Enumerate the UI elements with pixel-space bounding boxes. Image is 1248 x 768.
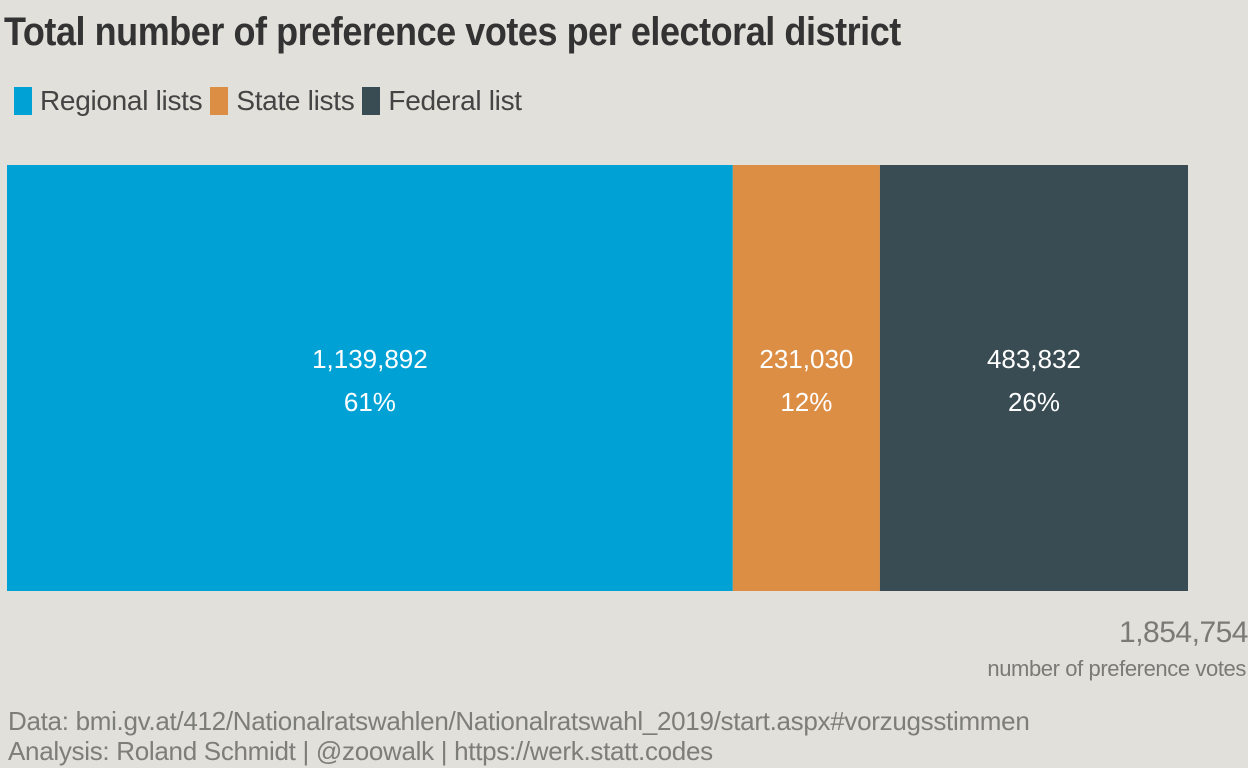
analysis-credit-caption: Analysis: Roland Schmidt | @zoowalk | ht… — [8, 736, 713, 766]
legend-item-federal: Federal list — [362, 85, 522, 117]
bar-segment-federal — [879, 165, 1188, 591]
legend-swatch-regional — [14, 87, 32, 115]
legend-item-state: State lists — [210, 85, 355, 117]
percent-label-state: 12% — [780, 387, 832, 417]
bar-segment-state — [732, 165, 880, 591]
value-label-federal: 483,832 — [987, 344, 1081, 374]
value-label-state: 231,030 — [759, 344, 853, 374]
bar-segment-regional — [7, 165, 733, 591]
legend-item-regional: Regional lists — [14, 85, 203, 117]
chart-legend: Regional lists State lists Federal list — [14, 84, 530, 118]
percent-label-regional: 61% — [344, 387, 396, 417]
legend-label-state: State lists — [236, 85, 355, 116]
total-label: number of preference votes — [987, 656, 1246, 681]
percent-label-federal: 26% — [1008, 387, 1060, 417]
total-value: 1,854,754 — [1119, 616, 1248, 649]
legend-label-regional: Regional lists — [40, 85, 203, 116]
value-label-regional: 1,139,892 — [312, 344, 428, 374]
data-source-caption: Data: bmi.gv.at/412/Nationalratswahlen/N… — [8, 706, 1030, 736]
legend-swatch-federal — [362, 87, 381, 115]
legend-label-federal: Federal list — [388, 85, 522, 116]
chart-title: Total number of preference votes per ele… — [4, 10, 901, 54]
legend-swatch-state — [210, 87, 229, 115]
